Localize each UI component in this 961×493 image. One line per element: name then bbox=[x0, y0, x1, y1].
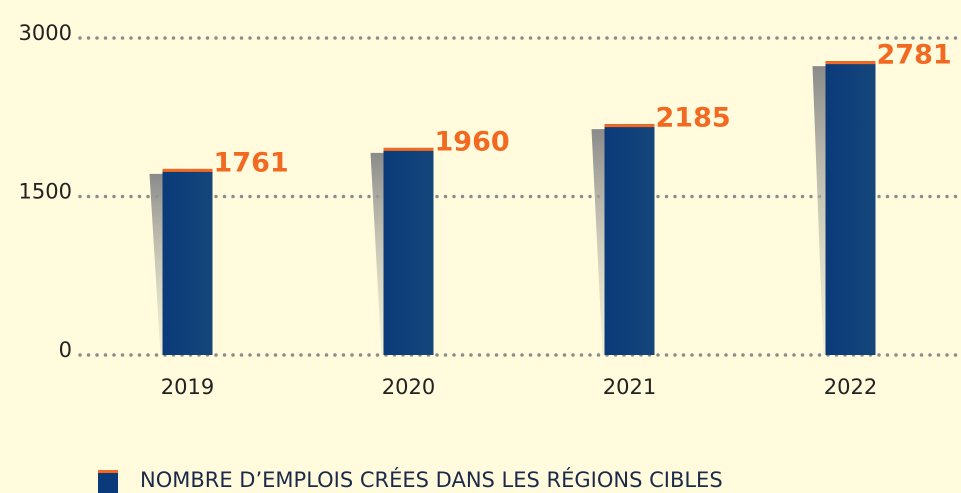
value-label: 2781 bbox=[877, 40, 952, 71]
value-label: 2185 bbox=[656, 103, 731, 134]
bar-shadow bbox=[149, 173, 163, 355]
x-tick-label: 2022 bbox=[824, 375, 877, 399]
value-label: 1960 bbox=[435, 126, 510, 157]
bar bbox=[383, 147, 434, 355]
bar bbox=[162, 168, 213, 355]
bar-cap bbox=[825, 61, 876, 65]
bar-cap bbox=[383, 147, 434, 151]
legend-label: NOMBRE D’EMPLOIS CRÉES DANS LES RÉGIONS … bbox=[140, 467, 723, 492]
x-tick-label: 2019 bbox=[161, 375, 214, 399]
bar bbox=[825, 61, 876, 356]
bar-cap bbox=[604, 124, 655, 128]
bar-shadow bbox=[591, 129, 605, 355]
bar bbox=[604, 124, 655, 355]
y-tick-label: 0 bbox=[59, 338, 72, 362]
bar-cap bbox=[162, 168, 213, 172]
y-tick-label: 3000 bbox=[19, 21, 72, 45]
x-tick-label: 2021 bbox=[603, 375, 656, 399]
x-tick-label: 2020 bbox=[382, 375, 435, 399]
legend-swatch-cap bbox=[98, 470, 118, 473]
bar-shadow bbox=[370, 152, 384, 355]
legend-swatch bbox=[98, 470, 118, 493]
value-label: 1761 bbox=[214, 147, 289, 178]
bar-shadow bbox=[812, 66, 826, 356]
y-tick-label: 1500 bbox=[19, 180, 72, 204]
